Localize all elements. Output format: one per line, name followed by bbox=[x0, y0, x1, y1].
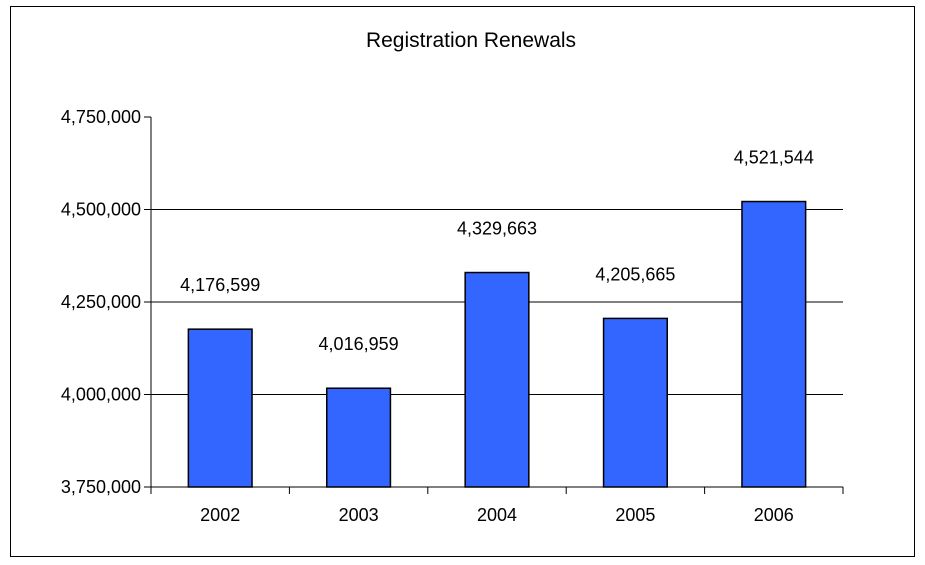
bar-2002 bbox=[187, 328, 253, 488]
data-label-2005: 4,205,665 bbox=[595, 264, 675, 284]
bar-2004 bbox=[464, 271, 530, 488]
y-tick-label: 4,000,000 bbox=[61, 385, 141, 405]
x-tick-label: 2005 bbox=[615, 505, 655, 525]
bars bbox=[187, 200, 807, 488]
data-label-2003: 4,016,959 bbox=[319, 334, 399, 354]
y-tick-label: 4,250,000 bbox=[61, 292, 141, 312]
bar-2006 bbox=[741, 200, 807, 488]
y-tick-label: 4,750,000 bbox=[61, 107, 141, 127]
x-tick-label: 2006 bbox=[754, 505, 794, 525]
data-label-2006: 4,521,544 bbox=[734, 148, 814, 168]
bar-2003 bbox=[326, 387, 392, 488]
y-tick-label: 4,500,000 bbox=[61, 200, 141, 220]
x-tick-label: 2004 bbox=[477, 505, 517, 525]
chart-title: Registration Renewals bbox=[366, 29, 576, 52]
labels: 3,750,000 4,000,000 4,250,000 4,500,000 4,75… bbox=[61, 107, 814, 525]
axes bbox=[144, 116, 844, 494]
data-label-2004: 4,329,663 bbox=[457, 219, 537, 239]
data-label-2002: 4,176,599 bbox=[180, 275, 260, 295]
chart-frame: Registration Renewals 3,750,000 4,000,000… bbox=[10, 6, 915, 557]
bar-chart: Registration Renewals 3,750,000 4,000,000… bbox=[61, 29, 844, 525]
x-tick-label: 2002 bbox=[200, 505, 240, 525]
bar-2005 bbox=[602, 317, 668, 488]
y-tick-label: 3,750,000 bbox=[61, 477, 141, 497]
x-tick-label: 2003 bbox=[339, 505, 379, 525]
